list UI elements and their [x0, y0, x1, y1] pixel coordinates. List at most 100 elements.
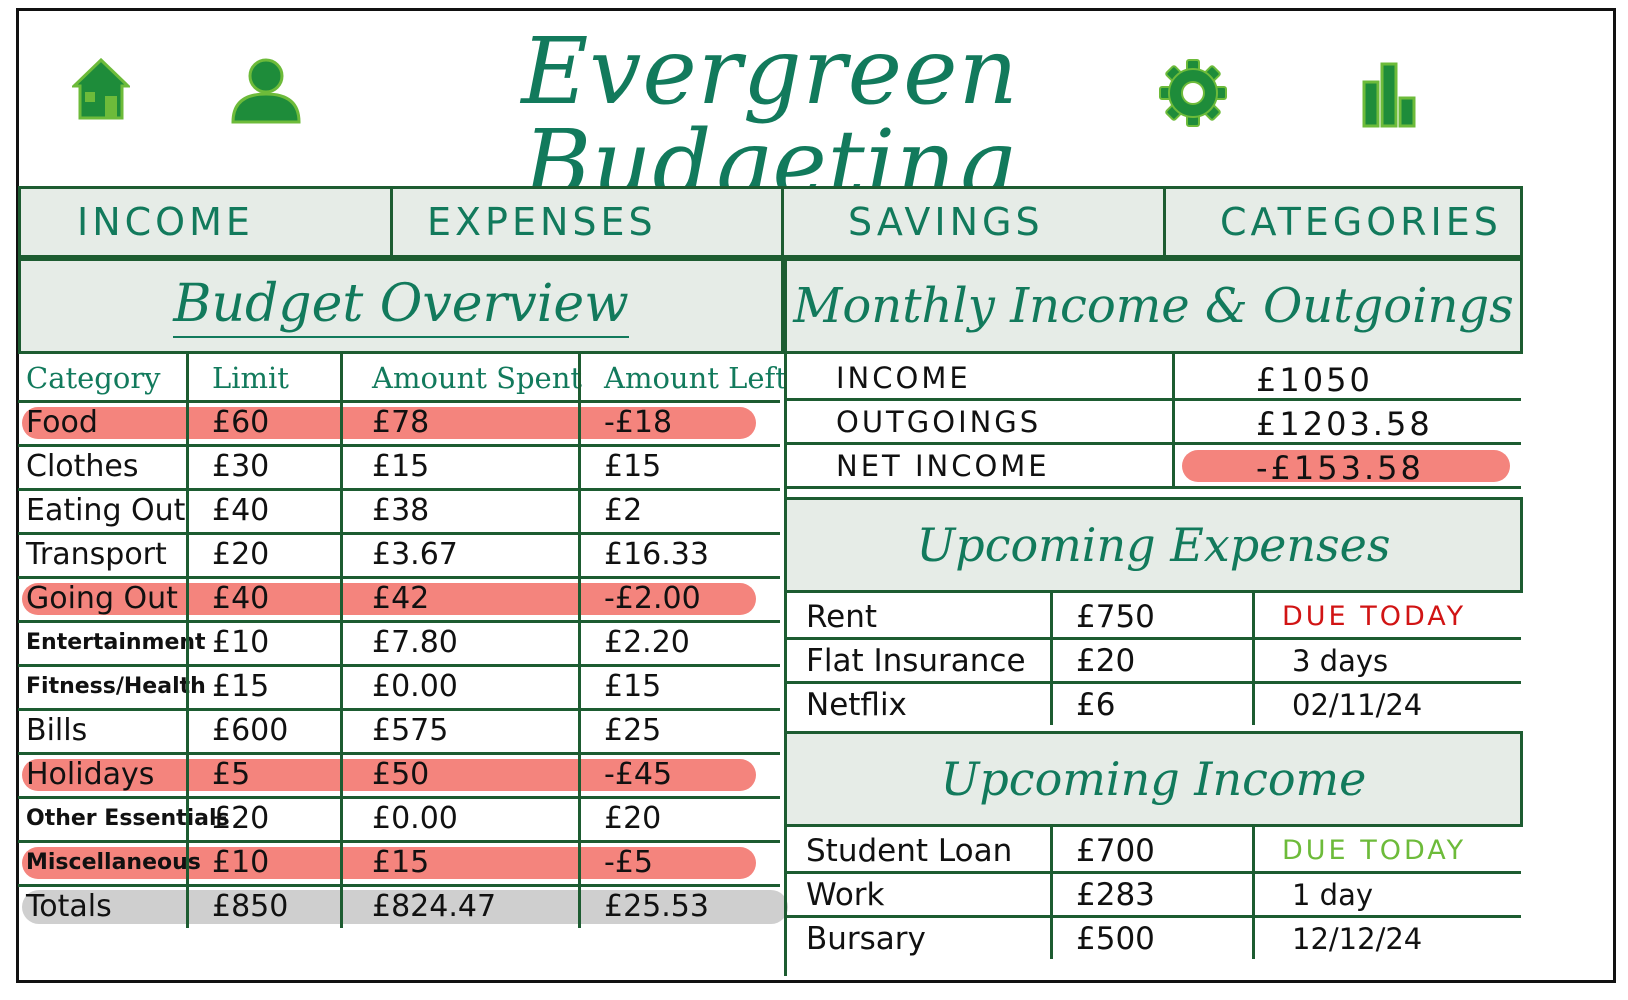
table-cell: -£5: [604, 845, 653, 880]
table-cell: Miscellaneous: [26, 850, 201, 875]
income-name: Work: [806, 877, 885, 913]
table-cell: £600: [212, 713, 289, 748]
table-cell: -£18: [604, 405, 673, 440]
column-header: Amount Left: [604, 361, 787, 395]
income-due: DUE TODAY: [1282, 835, 1467, 866]
table-cell: £10: [212, 845, 270, 880]
overspent-highlight: [22, 583, 756, 615]
upcoming-expenses-title: Upcoming Expenses: [784, 497, 1523, 593]
table-cell: Other Essentials: [26, 806, 230, 831]
column-divider: [340, 354, 343, 928]
table-cell: £30: [212, 449, 270, 484]
table-cell: £15: [604, 669, 662, 704]
table-cell: -£45: [604, 757, 673, 792]
expense-name: Flat Insurance: [806, 643, 1026, 679]
tab-expenses[interactable]: EXPENSES: [390, 186, 784, 258]
table-cell: £20: [604, 801, 662, 836]
table-cell: £575: [372, 713, 449, 748]
column-divider: [1172, 354, 1175, 486]
row-divider: [18, 664, 780, 667]
row-divider: [18, 400, 780, 403]
income-name: Student Loan: [806, 833, 1013, 869]
row-divider: [18, 840, 780, 843]
user-icon[interactable]: [230, 58, 302, 124]
column-divider: [1252, 593, 1255, 725]
bar-chart-icon[interactable]: [1360, 62, 1420, 128]
table-cell: £42: [372, 581, 430, 616]
row-divider: [786, 442, 1521, 445]
monthly-value: £1203.58: [1256, 405, 1433, 443]
monthly-label: OUTGOINGS: [836, 405, 1042, 439]
expense-amount: £750: [1076, 599, 1155, 635]
tab-savings[interactable]: SAVINGS: [781, 186, 1166, 258]
monthly-label: NET INCOME: [836, 449, 1050, 483]
gear-icon[interactable]: [1158, 58, 1228, 128]
column-divider: [578, 354, 581, 928]
upcoming-income-title: Upcoming Income: [784, 731, 1523, 827]
table-cell: £0.00: [372, 801, 458, 836]
app-title: Evergreen Budgeting: [521, 18, 1019, 217]
table-cell: £38: [372, 493, 430, 528]
table-cell: £20: [212, 537, 270, 572]
table-cell: £60: [212, 405, 270, 440]
expense-name: Netflix: [806, 687, 907, 723]
table-cell: £2: [604, 493, 643, 528]
table-cell: Going Out: [26, 581, 178, 616]
row-divider: [18, 488, 780, 491]
table-cell: Clothes: [26, 449, 139, 484]
monthly-title-text: Monthly Income & Outgoings: [793, 278, 1514, 334]
overspent-highlight: [22, 847, 756, 879]
table-cell: £25: [604, 713, 662, 748]
expense-due: 02/11/24: [1292, 688, 1423, 722]
row-divider: [18, 576, 780, 579]
income-amount: £500: [1076, 921, 1155, 957]
expense-amount: £6: [1076, 687, 1116, 723]
row-divider: [18, 884, 780, 887]
table-cell: £3.67: [372, 537, 458, 572]
row-divider: [786, 398, 1521, 401]
income-name: Bursary: [806, 921, 926, 957]
expense-amount: £20: [1076, 643, 1136, 679]
panel-divider: [784, 258, 787, 976]
upcoming-income-title-text: Upcoming Income: [940, 752, 1367, 806]
column-divider: [1252, 827, 1255, 959]
monthly-label: INCOME: [836, 361, 971, 395]
totals-highlight: [22, 890, 788, 924]
row-divider: [786, 915, 1521, 918]
table-cell: -£2.00: [604, 581, 701, 616]
row-divider: [18, 444, 780, 447]
table-cell: £15: [212, 669, 270, 704]
tab-categories[interactable]: CATEGORIES: [1163, 186, 1523, 258]
table-cell: Bills: [26, 713, 88, 748]
expense-due: DUE TODAY: [1282, 601, 1467, 632]
table-cell: Transport: [26, 537, 167, 572]
row-divider: [18, 796, 780, 799]
table-cell: £20: [212, 801, 270, 836]
totals-cell: £824.47: [372, 889, 497, 924]
table-cell: £78: [372, 405, 430, 440]
monthly-value: £1050: [1256, 361, 1373, 399]
row-divider: [786, 486, 1521, 489]
expense-due: 3 days: [1292, 644, 1389, 678]
table-cell: Fitness/Health: [26, 674, 206, 699]
table-cell: Food: [26, 405, 98, 440]
table-cell: £15: [372, 449, 430, 484]
column-divider: [1050, 593, 1053, 725]
tab-income[interactable]: INCOME: [18, 186, 393, 258]
row-divider: [786, 637, 1521, 640]
home-icon[interactable]: [72, 58, 130, 122]
table-cell: Holidays: [26, 757, 155, 792]
income-due: 12/12/24: [1292, 922, 1423, 956]
totals-cell: Totals: [26, 889, 112, 924]
table-cell: £7.80: [372, 625, 458, 660]
income-amount: £700: [1076, 833, 1155, 869]
row-divider: [786, 681, 1521, 684]
income-amount: £283: [1076, 877, 1155, 913]
row-divider: [18, 532, 780, 535]
table-cell: £0.00: [372, 669, 458, 704]
column-header: Amount Spent: [372, 361, 583, 395]
table-cell: £2.20: [604, 625, 690, 660]
table-cell: £40: [212, 493, 270, 528]
column-divider: [1050, 827, 1053, 959]
income-due: 1 day: [1292, 878, 1374, 912]
